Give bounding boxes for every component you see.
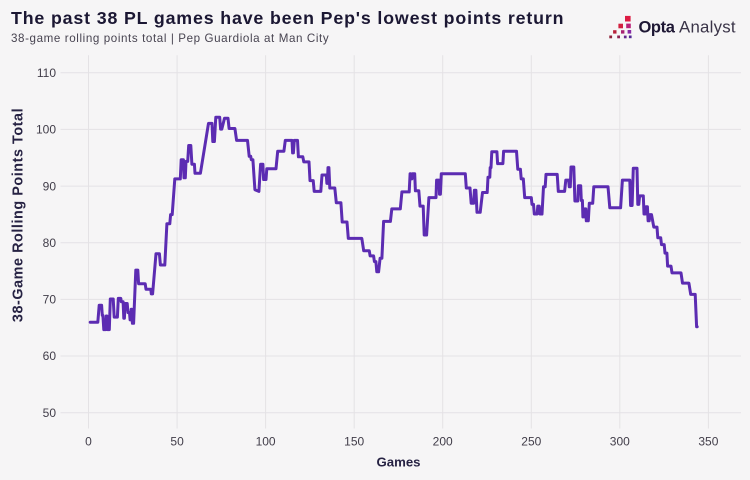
svg-text:50: 50 [43, 406, 57, 420]
svg-text:80: 80 [43, 236, 57, 250]
svg-text:110: 110 [37, 66, 56, 80]
svg-text:Analyst: Analyst [679, 18, 736, 37]
svg-text:100: 100 [256, 435, 276, 449]
svg-text:350: 350 [698, 435, 718, 449]
svg-text:200: 200 [433, 435, 453, 449]
svg-text:60: 60 [43, 349, 57, 363]
svg-text:100: 100 [36, 123, 56, 137]
svg-text:0: 0 [85, 435, 92, 449]
svg-text:90: 90 [43, 179, 57, 193]
svg-text:Opta: Opta [639, 19, 676, 37]
svg-text:50: 50 [170, 435, 184, 449]
svg-text:300: 300 [610, 435, 630, 449]
svg-text:250: 250 [521, 435, 541, 449]
svg-text:70: 70 [43, 293, 57, 307]
svg-text:150: 150 [344, 435, 364, 449]
svg-text:Games: Games [377, 455, 421, 470]
svg-text:38-Game Rolling Points Total: 38-Game Rolling Points Total [11, 108, 27, 322]
